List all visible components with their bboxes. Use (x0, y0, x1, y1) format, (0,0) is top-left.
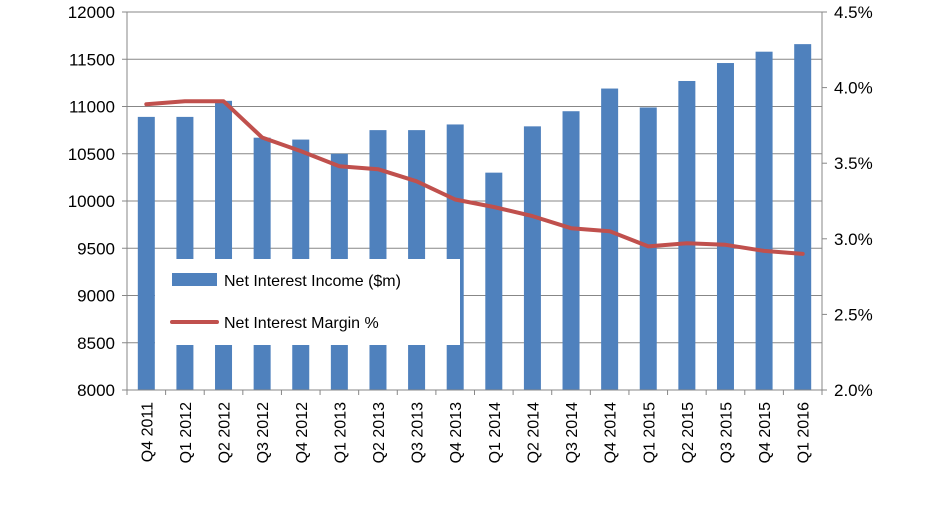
legend-label-income: Net Interest Income ($m) (224, 273, 401, 290)
bar (716, 63, 734, 390)
bar (601, 88, 619, 391)
bar (562, 111, 580, 390)
x-tick-label: Q4 2013 (448, 402, 465, 463)
right-tick-label: 4.0% (834, 79, 873, 98)
bar (755, 51, 773, 390)
legend-box (155, 259, 460, 345)
bar (794, 44, 812, 390)
x-tick-label: Q4 2015 (757, 402, 774, 463)
right-tick-label: 4.5% (834, 3, 873, 22)
x-tick-label: Q3 2014 (564, 402, 581, 463)
bar (523, 126, 541, 390)
tick-labels: 8000 8500 9000 9500 10000 10500 11000 11500 1200… (68, 3, 873, 463)
x-tick-label: Q1 2016 (796, 402, 813, 463)
bar (678, 80, 696, 391)
right-tick-label: 3.0% (834, 230, 873, 249)
x-tick-label: Q4 2011 (139, 402, 156, 462)
x-tick-label: Q3 2013 (410, 402, 427, 463)
bar (137, 116, 155, 391)
right-tick-label: 2.5% (834, 305, 873, 324)
legend-swatch-income (172, 273, 217, 286)
margin-line (144, 99, 805, 256)
bar (215, 100, 233, 390)
right-tick-label: 2.0% (834, 381, 873, 400)
bar (639, 107, 657, 390)
x-tick-label: Q4 2014 (603, 402, 620, 463)
right-tick-label: 3.5% (834, 154, 873, 173)
left-tick-label: 10000 (68, 192, 115, 211)
bar (176, 116, 194, 391)
legend-background (155, 259, 460, 345)
x-tick-label: Q2 2012 (217, 402, 234, 463)
left-tick-label: 10500 (68, 145, 115, 164)
bar (485, 172, 503, 390)
legend-label-margin: Net Interest Margin % (224, 315, 379, 332)
legend: Net Interest Income ($m) Net Interest Mar… (170, 273, 401, 332)
left-tick-label: 9000 (77, 287, 115, 306)
x-tick-label: Q1 2012 (178, 402, 195, 463)
x-tick-label: Q1 2014 (487, 402, 504, 463)
x-tick-label: Q1 2015 (641, 402, 658, 463)
x-tick-label: Q2 2014 (525, 402, 542, 463)
x-tick-label: Q3 2015 (718, 402, 735, 463)
x-tick-label: Q2 2013 (371, 402, 388, 463)
left-tick-label: 11000 (69, 98, 115, 117)
bar (446, 124, 464, 390)
x-tick-label: Q3 2012 (255, 402, 272, 463)
margin-series-line (144, 99, 805, 256)
x-tick-label: Q1 2013 (332, 402, 349, 463)
x-tick-label: Q4 2012 (294, 402, 311, 463)
left-tick-label: 8500 (77, 334, 115, 353)
left-tick-label: 12000 (68, 3, 115, 22)
x-tick-label: Q2 2015 (680, 402, 697, 463)
left-tick-label: 11500 (69, 50, 115, 69)
axes (122, 11, 827, 395)
left-tick-label: 8000 (77, 381, 115, 400)
left-tick-label: 9500 (77, 239, 115, 258)
